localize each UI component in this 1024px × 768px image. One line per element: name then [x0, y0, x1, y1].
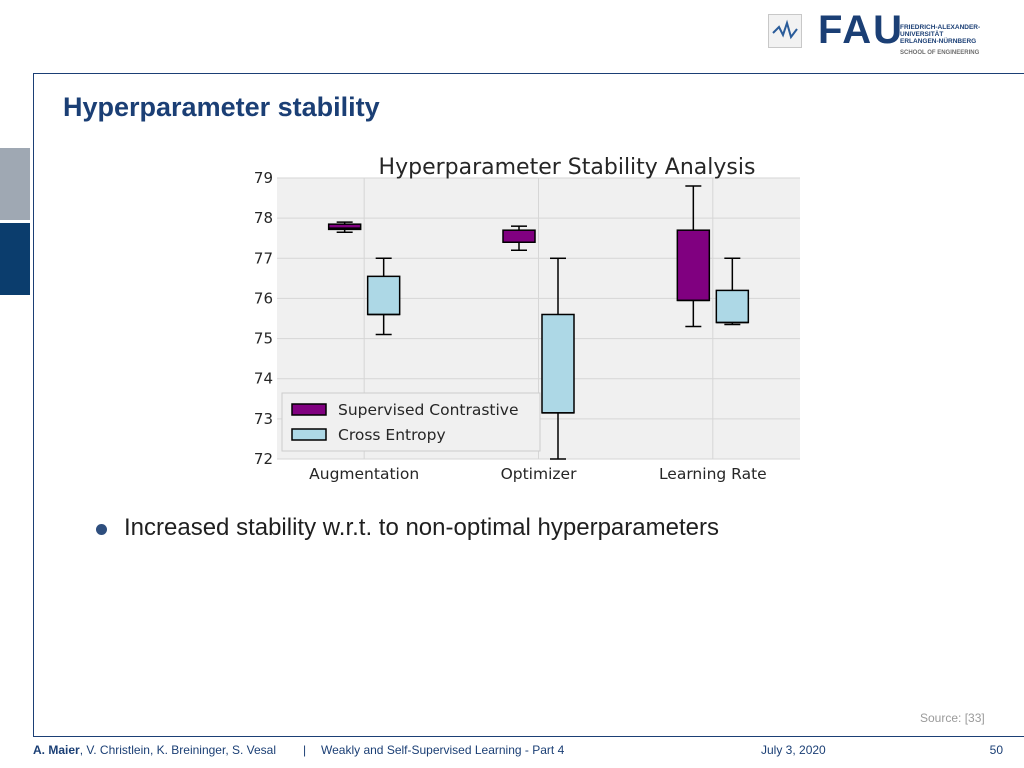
frame-left-line	[33, 73, 34, 736]
chart-title: Hyperparameter Stability Analysis	[379, 155, 756, 180]
x-tick-label-optimizer: Optimizer	[501, 465, 578, 483]
footer-other-authors: , V. Christlein, K. Breininger, S. Vesal	[79, 743, 277, 757]
y-tick-label: 73	[254, 410, 273, 428]
y-tick-label: 75	[254, 330, 273, 348]
footer: A. Maier, V. Christlein, K. Breininger, …	[33, 743, 1003, 759]
y-tick-label: 72	[254, 450, 273, 468]
fau-university-name: FRIEDRICH-ALEXANDER- UNIVERSITÄT ERLANGE…	[900, 24, 981, 45]
y-tick-label: 76	[254, 289, 273, 307]
frame-bottom-line	[33, 736, 1024, 737]
footer-authors: A. Maier, V. Christlein, K. Breininger, …	[33, 743, 276, 757]
legend-swatch-supervised-contrastive	[291, 403, 327, 416]
legend-swatch-cross-entropy	[291, 428, 327, 441]
box-cross-entropy-optimizer	[541, 313, 575, 414]
y-tick-label: 78	[254, 209, 273, 227]
bullet-dot	[96, 524, 107, 535]
box-supervised-contrastive-augmentation	[327, 223, 362, 231]
box-cross-entropy-learning-rate	[715, 289, 750, 324]
frame-top-line	[33, 73, 1024, 74]
box-supervised-contrastive-optimizer	[502, 229, 536, 243]
side-tab-grey	[0, 148, 30, 220]
source-citation: Source: [33]	[920, 711, 985, 725]
box-plot-chart: 72 73 74 75 76 77 78 79 Augmentation Optimizer Le…	[254, 155, 800, 483]
x-tick-label-learning-rate: Learning Rate	[659, 465, 767, 483]
box-supervised-contrastive-learning-rate	[676, 229, 711, 302]
y-tick-label: 79	[254, 169, 273, 187]
legend-box	[281, 392, 541, 452]
legend-label-cross-entropy: Cross Entropy	[338, 426, 446, 444]
legend-label-supervised-contrastive: Supervised Contrastive	[338, 401, 519, 419]
institute-logo-icon	[768, 14, 802, 48]
footer-separator: |	[303, 743, 307, 757]
footer-page-number: 50	[989, 743, 1003, 757]
fau-logo-word: FAU	[818, 8, 904, 52]
x-tick-layer: Augmentation Optimizer Learning Rate	[309, 465, 767, 483]
y-tick-label: 77	[254, 249, 273, 267]
x-tick-label-augmentation: Augmentation	[309, 465, 419, 483]
footer-course: Weakly and Self-Supervised Learning - Pa…	[321, 743, 565, 757]
y-tick-layer: 72 73 74 75 76 77 78 79	[254, 169, 273, 468]
slide-title: Hyperparameter stability	[63, 92, 380, 122]
side-tab-blue	[0, 223, 30, 295]
legend: Supervised Contrastive Cross Entropy	[281, 392, 541, 452]
school-name: SCHOOL OF ENGINEERING	[900, 50, 980, 56]
box-cross-entropy-augmentation	[366, 275, 401, 316]
footer-date: July 3, 2020	[761, 743, 826, 757]
fau-logo: FAU FRIEDRICH-ALEXANDER- UNIVERSITÄT ERL…	[818, 8, 998, 60]
bullet-text: Increased stability w.r.t. to non-optima…	[124, 514, 719, 541]
box-layer	[327, 185, 750, 460]
footer-lead-author: A. Maier	[33, 743, 80, 757]
y-tick-label: 74	[254, 370, 273, 388]
